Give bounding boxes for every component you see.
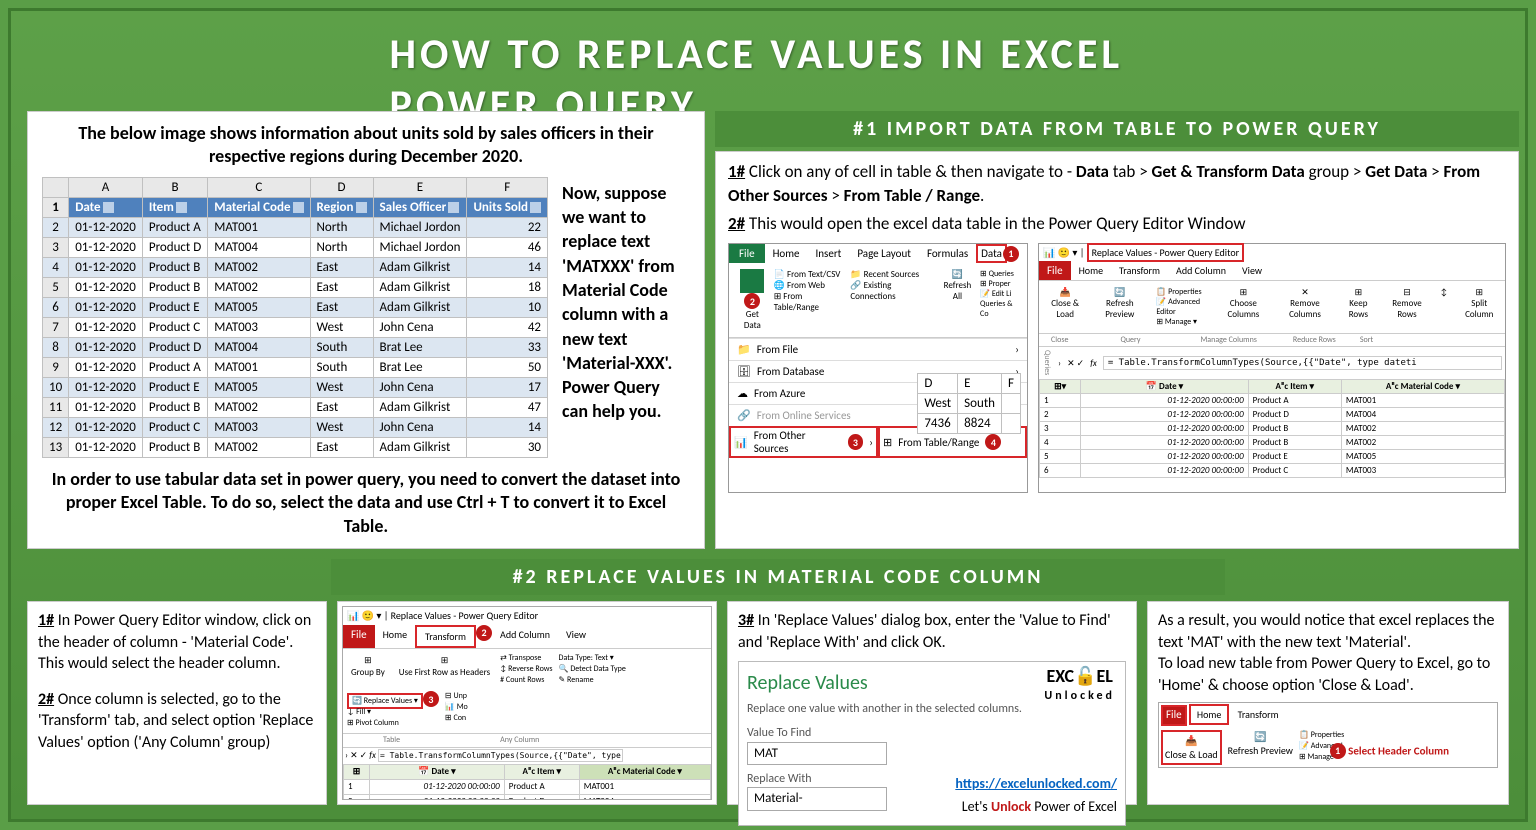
section-2-row: 1# In Power Query Editor window, click o… [27,601,1509,805]
from-other-sources[interactable]: 📊 From Other Sources 3› [729,426,878,458]
pq-file-tab[interactable]: File [1039,261,1071,280]
excel-data-table: ABCDEF 1 Date Item Material Code Region … [42,177,548,458]
close-and-load-button[interactable]: 📥Close & Load [1161,730,1222,765]
intro-text: The below image shows information about … [42,122,690,169]
power-query-screenshot: 📊 🙂 ▾ | Replace Values - Power Query Edi… [1038,243,1506,493]
brand-logo: EXC🔓EL Unlocked [1044,668,1115,702]
transform-tab[interactable]: Transform [415,625,476,649]
brand-link[interactable]: https://excelunlocked.com/ [955,775,1117,792]
value-to-find-input[interactable]: MAT [747,742,887,766]
col-3: 3# In 'Replace Values' dialog box, enter… [727,601,1137,805]
section-1-body: 1# Click on any of cell in table & then … [715,151,1519,549]
intro-panel: The below image shows information about … [27,111,705,549]
section-2-header: #2 REPLACE VALUES IN MATERIAL CODE COLUM… [331,559,1225,595]
col-1: 1# In Power Query Editor window, click o… [27,601,327,805]
replace-values-button[interactable]: 🔄 Replace Values ▾ [347,693,423,709]
col-4: As a result, you would notice that excel… [1147,601,1509,805]
replace-with-input[interactable]: Material- [747,787,887,811]
step-2: 2# This would open the excel data table … [728,212,1506,236]
excel-ribbon-screenshot: File Home Insert Page Layout Formulas Da… [728,243,1028,493]
col-2-pq-shot: 📊 🙂 ▾ | Replace Values - Power Query Edi… [337,601,717,805]
step-1: 1# Click on any of cell in table & then … [728,160,1506,208]
file-tab[interactable]: File [729,244,765,263]
home-tab[interactable]: Home [1189,704,1229,725]
side-note: Now, suppose we want to replace text 'MA… [560,177,690,428]
section-1-header: #1 IMPORT DATA FROM TABLE TO POWER QUERY [715,111,1519,147]
foot-note: In order to use tabular data set in powe… [42,468,690,538]
